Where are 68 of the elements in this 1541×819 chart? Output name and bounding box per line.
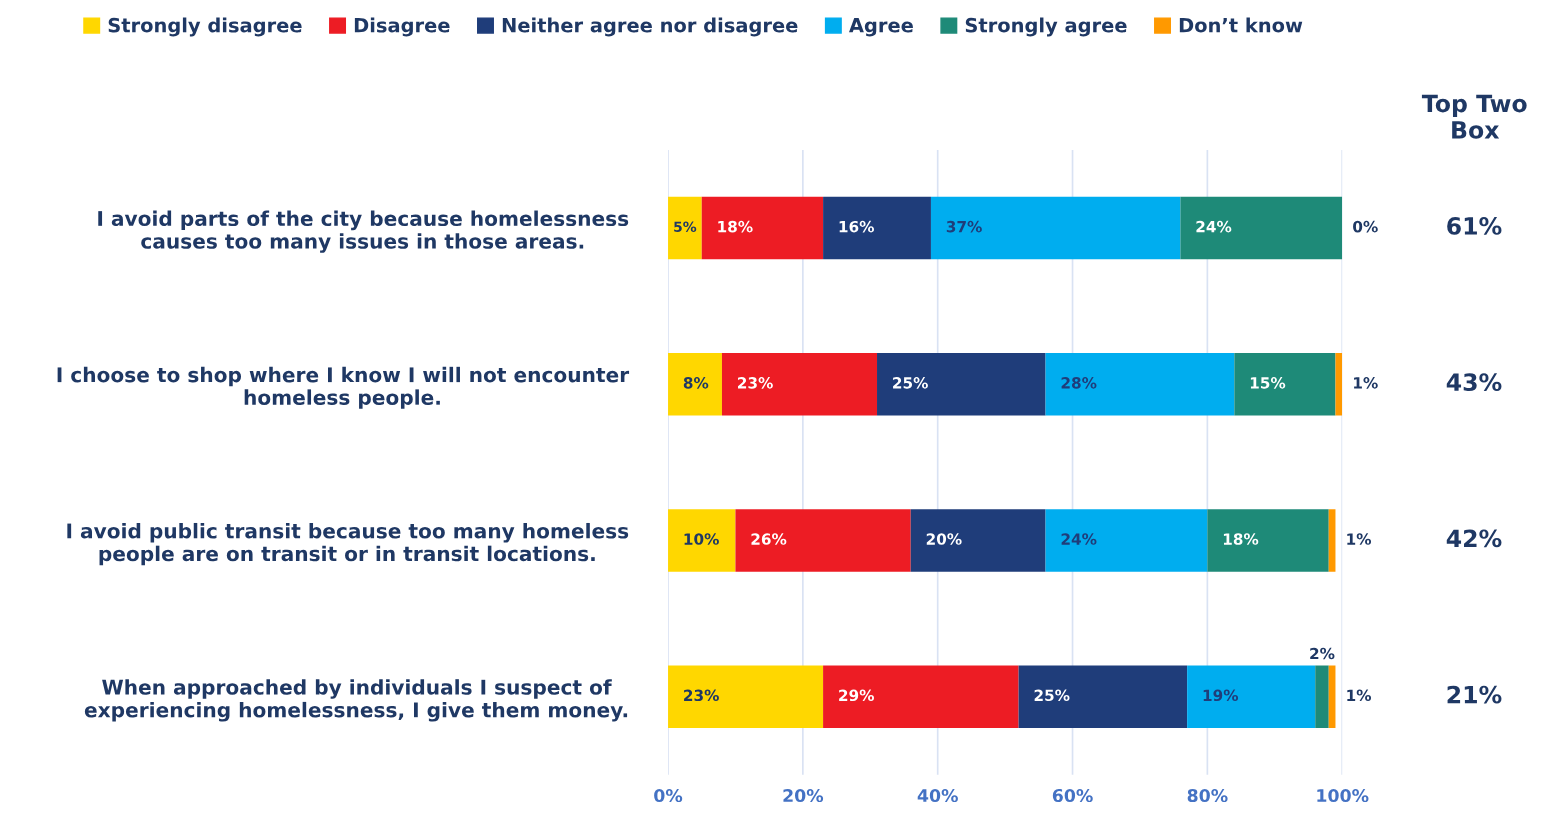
bar xyxy=(1234,352,1336,416)
data-label: 25% xyxy=(1034,689,1070,702)
data-label: 23% xyxy=(738,377,773,389)
data-label: 24% xyxy=(1061,533,1097,545)
text: 61% xyxy=(1447,216,1502,235)
bar xyxy=(735,509,911,572)
data-label: 1% xyxy=(1354,377,1378,389)
x-tick-label: 100% xyxy=(1317,788,1369,803)
data-label: 19% xyxy=(1203,689,1239,702)
bar xyxy=(1328,509,1336,572)
data-label: 24% xyxy=(1196,220,1232,233)
data-label: 10% xyxy=(684,533,719,545)
text: 42% xyxy=(1446,529,1502,548)
legend-label: Don’t know xyxy=(1179,17,1303,33)
bar xyxy=(1045,352,1235,416)
bar xyxy=(668,509,736,572)
data-label: 37% xyxy=(946,220,982,233)
text: 43% xyxy=(1446,373,1502,392)
bar xyxy=(823,196,931,260)
x-tick-label: 60% xyxy=(1052,788,1093,803)
data-label: 8% xyxy=(683,377,709,389)
data-label: 16% xyxy=(839,220,874,233)
y-tick-label: I choose to shop where I know I will not encounter homeless people. xyxy=(57,366,630,409)
text: 21% xyxy=(1447,685,1502,704)
bar xyxy=(668,196,702,260)
data-label: 2% xyxy=(1310,647,1335,660)
legend-label: Strongly agree xyxy=(965,17,1127,37)
legend-label: Disagree xyxy=(354,17,450,37)
bar xyxy=(930,196,1181,260)
text: Top Two Box xyxy=(1421,94,1527,139)
bar xyxy=(701,196,824,260)
x-tick-label: 0% xyxy=(654,788,683,803)
bar xyxy=(1018,665,1188,728)
bar xyxy=(668,352,722,416)
legend-label: Agree xyxy=(849,18,913,37)
legend-label: Neither agree nor disagree xyxy=(502,17,798,37)
data-label: 28% xyxy=(1061,377,1097,389)
bar xyxy=(1315,665,1329,728)
bar xyxy=(1207,509,1329,572)
data-label: 5% xyxy=(674,221,697,233)
legend-label: Strongly disagree xyxy=(108,17,302,37)
bar xyxy=(1045,509,1208,572)
bar xyxy=(1335,352,1343,416)
bar xyxy=(1328,665,1336,728)
bar xyxy=(823,665,1019,728)
bar xyxy=(877,352,1046,416)
data-label: 0% xyxy=(1353,220,1378,233)
data-label: 18% xyxy=(1223,533,1259,545)
data-label: 26% xyxy=(751,533,787,545)
x-tick-label: 80% xyxy=(1187,788,1228,803)
data-label: 18% xyxy=(718,220,753,233)
x-tick-label: 40% xyxy=(917,788,958,803)
bar xyxy=(668,665,824,728)
bar xyxy=(1187,665,1316,728)
bar xyxy=(721,352,878,416)
y-tick-label: I avoid parts of the city because homelessness causes too many issues in those areas. xyxy=(98,210,629,253)
data-label: 20% xyxy=(926,533,962,545)
data-label: 29% xyxy=(839,689,874,702)
data-label: 23% xyxy=(684,689,719,702)
data-label: 15% xyxy=(1250,377,1286,389)
bar xyxy=(910,509,1046,572)
y-tick-label: I avoid public transit because too many homeless people are on transit or in transit locations. xyxy=(67,522,629,566)
data-label: 1% xyxy=(1347,533,1372,545)
data-label: 1% xyxy=(1347,689,1372,702)
data-label: 25% xyxy=(893,377,928,389)
x-tick-label: 20% xyxy=(783,788,824,803)
bar xyxy=(1180,196,1343,260)
y-tick-label: When approached by individuals I suspect of experiencing homelessness, I give them money. xyxy=(84,679,628,722)
